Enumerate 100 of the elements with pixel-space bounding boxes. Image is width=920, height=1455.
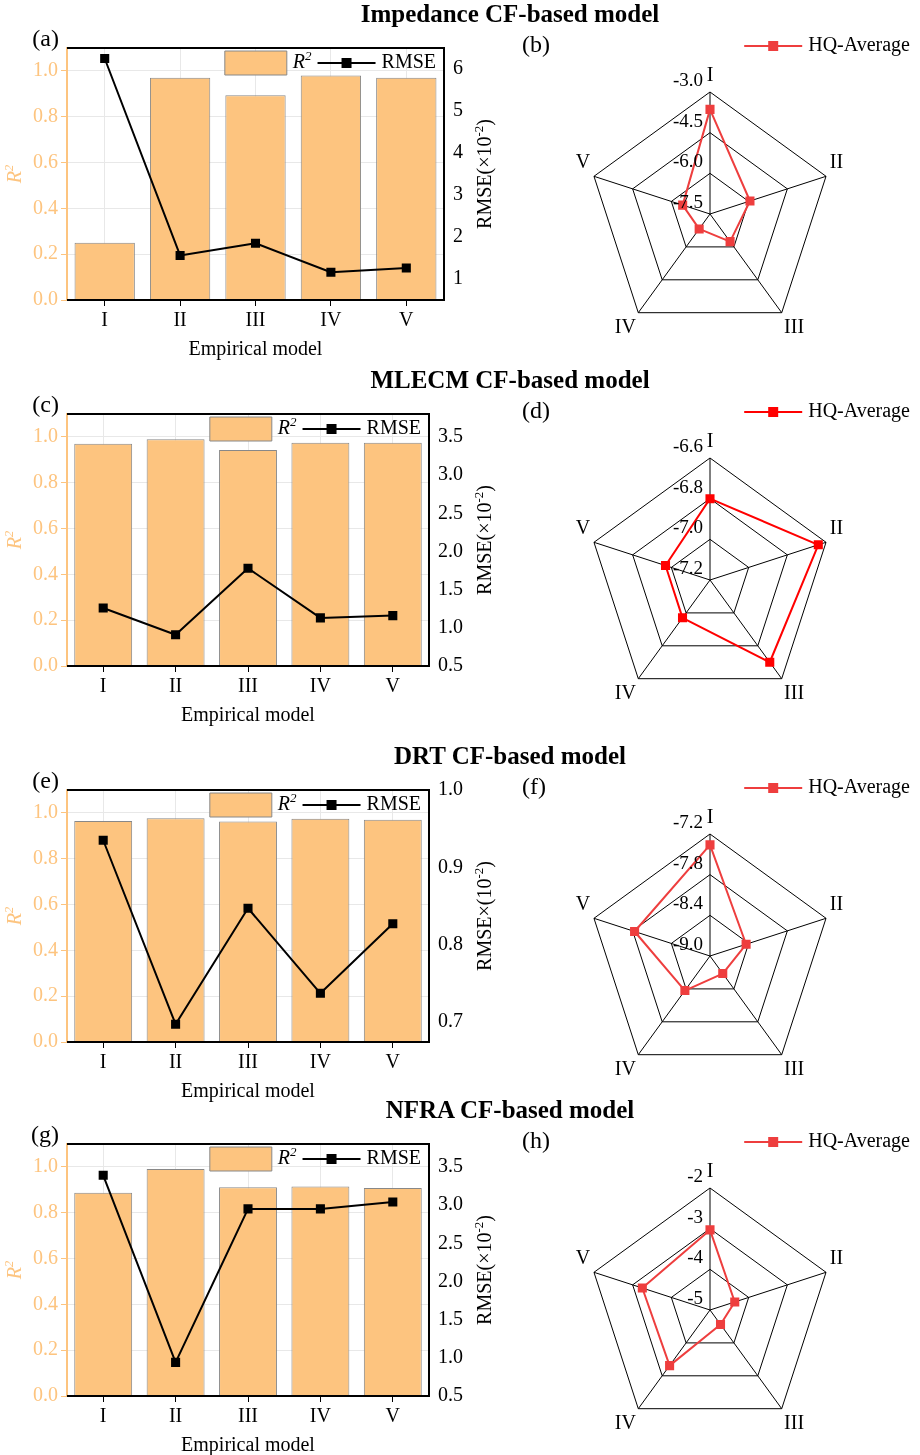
y-tick-label: 1.0 (33, 424, 58, 447)
y-tick-label: -6.6 (672, 434, 703, 456)
y-tick-label: -9.0 (672, 932, 703, 954)
y-tick-label: 0.0 (33, 653, 58, 676)
y-tick-label: -3 (687, 1205, 703, 1227)
spoke-label: II (829, 892, 844, 915)
text: MLECM CF-based model (369, 366, 651, 394)
y-axis-title: R2 (0, 164, 26, 185)
x-tick-label: III (238, 674, 258, 697)
y2-tick-label: 1.5 (438, 1306, 463, 1329)
y-tick-label: 1.0 (33, 1154, 58, 1177)
y-tick-label: -7.2 (672, 810, 703, 832)
y-tick-label: 0.8 (33, 845, 58, 868)
y-tick-label: -3.0 (672, 68, 703, 90)
legend-label: RMSE (366, 792, 422, 815)
y2-axis-title: RMSE×(10-2) (470, 861, 497, 971)
point (171, 630, 181, 640)
x-axis-title: Empirical model (181, 1433, 316, 1455)
y-tick-label: 0.6 (33, 1245, 58, 1268)
x-tick-label: I (99, 1050, 107, 1073)
y-tick-label: 0.0 (33, 1383, 58, 1406)
y2-tick-label: 3.5 (438, 1154, 463, 1177)
y2-tick-label: 0.8 (438, 931, 463, 954)
y-tick-label: 0.2 (33, 983, 58, 1006)
y-tick-label: 1.0 (33, 58, 58, 81)
point (98, 835, 108, 845)
legend-label: RMSE (366, 1146, 422, 1169)
point (243, 1204, 253, 1214)
spoke-label: V (575, 516, 591, 539)
point (98, 1170, 108, 1180)
y-tick-label: 0.4 (33, 195, 58, 218)
y2-tick-label: 0.7 (438, 1009, 463, 1032)
x-axis-title: Empirical model (181, 703, 316, 727)
point (388, 611, 398, 621)
y-tick-label: 0.4 (33, 937, 58, 960)
y-tick-label: -2 (687, 1164, 703, 1186)
spoke-label: II (829, 516, 844, 539)
y2-tick-label: 0.5 (438, 653, 463, 676)
y-tick-label: -4 (687, 1246, 704, 1268)
legend-label: RMSE (381, 50, 437, 73)
point (98, 603, 108, 613)
x-tick-label: IV (309, 674, 332, 697)
point (243, 903, 253, 913)
y2-tick-label: 1.0 (438, 1345, 463, 1368)
text: (b) (522, 31, 550, 58)
y2-tick-label: 1.5 (438, 576, 463, 599)
y-tick-label: -7.2 (672, 556, 703, 578)
y2-axis-title: RMSE(×10-2) (470, 485, 497, 595)
legend-label: HQ-Average (808, 1129, 911, 1153)
text: (a) (32, 25, 59, 52)
spoke-label: V (575, 150, 591, 173)
x-tick-label: II (168, 674, 183, 697)
text: DRT CF-based model (393, 742, 627, 770)
point (175, 250, 185, 261)
y2-tick-label: 1 (453, 266, 463, 289)
y-tick-label: -8.4 (672, 892, 704, 914)
x-tick-label: III (238, 1050, 258, 1073)
y2-tick-label: 6 (453, 56, 463, 79)
y2-axis-title: RMSE(×10-2) (470, 119, 497, 229)
y2-tick-label: 3.0 (438, 1192, 463, 1215)
y2-tick-label: 3.0 (438, 462, 463, 485)
spoke-label: V (575, 892, 591, 915)
y-tick-label: 0.4 (33, 1291, 58, 1314)
y2-tick-label: 2.5 (438, 1230, 463, 1253)
y2-tick-label: 2 (453, 224, 463, 247)
text: (d) (522, 397, 550, 424)
y-tick-label: 0.4 (33, 561, 58, 584)
y2-tick-label: 3.5 (438, 424, 463, 447)
x-tick-label: V (399, 308, 415, 331)
x-tick-label: V (385, 674, 401, 697)
y-tick-label: -4.5 (672, 109, 703, 131)
y2-tick-label: 0.9 (438, 854, 463, 877)
x-tick-label: I (101, 308, 109, 331)
point (388, 1197, 398, 1207)
point (315, 988, 325, 998)
y-tick-label: 1.0 (33, 800, 58, 823)
spoke-label: II (829, 150, 844, 173)
spoke-label: I (706, 805, 714, 828)
legend-label: HQ-Average (808, 775, 911, 799)
x-tick-label: V (385, 1050, 401, 1073)
text: NFRA CF-based model (385, 1096, 635, 1123)
y-axis-title: R2 (0, 1260, 26, 1281)
point (171, 1019, 181, 1029)
y-tick-label: 0.6 (33, 515, 58, 538)
legend-label: RMSE (366, 416, 422, 439)
text: Impedance CF-based model (359, 0, 661, 28)
point (315, 1204, 325, 1214)
x-tick-label: II (168, 1050, 183, 1073)
spoke-label: I (706, 1159, 714, 1182)
y-tick-label: 0.2 (33, 607, 58, 630)
legend-label: HQ-Average (808, 399, 911, 423)
y2-tick-label: 1.0 (438, 777, 463, 800)
text: (h) (522, 1127, 550, 1154)
text: (f) (522, 773, 546, 800)
point (326, 267, 336, 277)
x-tick-label: IV (309, 1050, 332, 1073)
spoke-label: II (829, 1246, 844, 1269)
y-tick-label: -5 (687, 1286, 703, 1308)
y-tick-label: 0.2 (33, 241, 58, 264)
x-tick-label: IV (320, 308, 343, 331)
